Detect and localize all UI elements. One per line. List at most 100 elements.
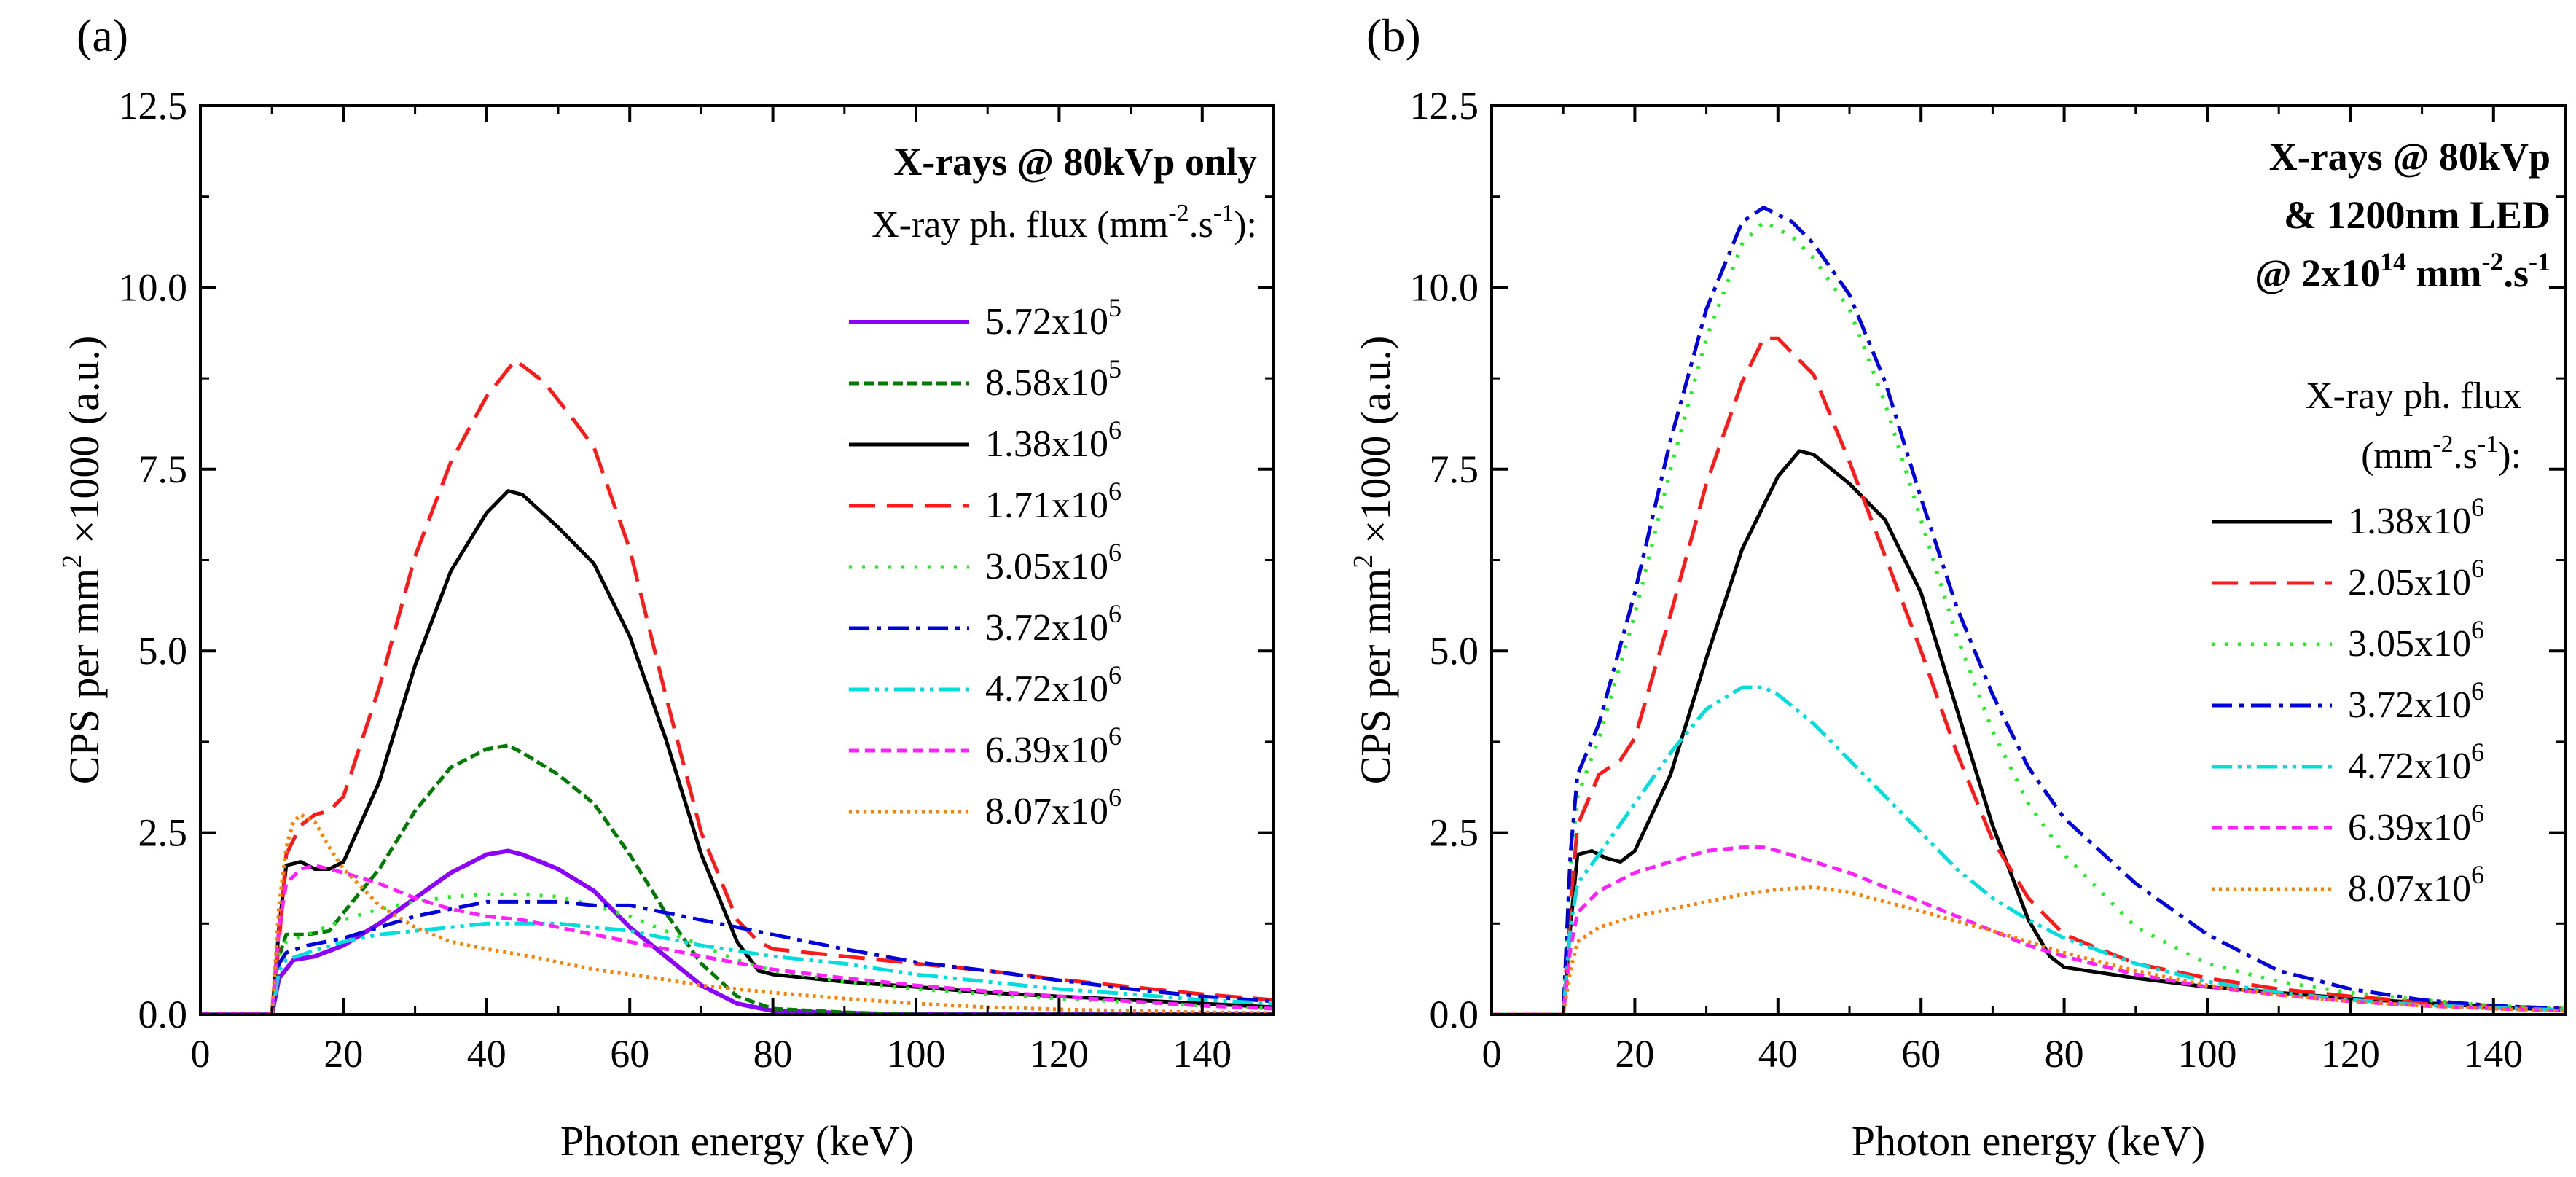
series-line-1 [200, 848, 1274, 1014]
y-tick-label: 2.5 [138, 811, 188, 855]
legend-entry-mantissa: 8.07x10 [985, 791, 1108, 832]
y-axis-label-sup: 2 [1348, 555, 1379, 568]
legend-title-line: @ 2x1014 mm-2.s-1 [2255, 247, 2550, 295]
legend-entry-7: 4.72x106 [985, 660, 1121, 710]
x-tick-label: 100 [887, 1032, 946, 1076]
legend-subtitle-sup: -2 [1168, 200, 1189, 227]
y-axis-label-main: CPS per mm [1352, 568, 1399, 785]
x-tick-label: 40 [467, 1032, 506, 1076]
x-tick-label: 20 [1615, 1032, 1654, 1076]
legend-title-line: X-rays @ 80kVp only [893, 140, 1257, 184]
y-axis-label-tail: ×1000 (a.u.) [60, 336, 108, 555]
legend-subtitle-part: X-ray ph. flux (mm [872, 204, 1168, 246]
y-tick-label: 10.0 [1410, 265, 1479, 309]
legend-entry-6: 6.39x106 [2348, 799, 2484, 848]
y-tick-label: 2.5 [1430, 811, 1479, 855]
legend-entry-mantissa: 1.71x10 [985, 485, 1108, 526]
legend-subtitle-part: .s [1189, 204, 1213, 246]
legend-entry-8: 6.39x106 [985, 722, 1121, 771]
legend-title-sup: 14 [2380, 247, 2406, 276]
series-group [1492, 206, 2565, 1014]
panel-a: (a) 0 20 40 60 80 100 120 140 0.0 2.5 5.0 7.5 10.0 12.… [57, 9, 1275, 1165]
panel-label: (a) [77, 9, 128, 61]
legend-subtitle-sup: -1 [2478, 431, 2498, 458]
legend-entry-3: 1.38x106 [985, 415, 1121, 465]
legend-entry-9: 8.07x106 [985, 783, 1121, 832]
series-line-4 [1492, 206, 2565, 1014]
legend-entry-exponent: 6 [2471, 860, 2484, 889]
y-axis-label: CPS per mm2 ×1000 (a.u.) [57, 336, 108, 785]
legend-entry-mantissa: 5.72x10 [985, 301, 1108, 343]
legend-entry-exponent: 6 [1108, 783, 1121, 812]
x-tick-label: 140 [2464, 1032, 2523, 1076]
legend-entry-exponent: 5 [1108, 293, 1121, 322]
legend-subtitle: X-ray ph. flux (mm-2.s-1): [872, 200, 1257, 246]
legend-subtitle-sup: -1 [1213, 200, 1234, 227]
legend-entry-exponent: 6 [2471, 799, 2484, 828]
legend-entry-exponent: 6 [2471, 615, 2484, 644]
legend-entry-mantissa: 6.39x10 [985, 730, 1108, 771]
legend-entry-mantissa: 6.39x10 [2348, 807, 2471, 848]
legend-entry-exponent: 6 [1108, 722, 1121, 751]
legend-subtitle-part: .s [2454, 435, 2478, 477]
series-line-7 [1492, 885, 2565, 1014]
x-tick-label: 120 [1030, 1032, 1089, 1076]
series-line-5 [1492, 685, 2565, 1014]
legend-entry-exponent: 6 [1108, 538, 1121, 567]
legend-entry-mantissa: 3.72x10 [2348, 684, 2471, 726]
series-line-7 [200, 921, 1274, 1014]
legend-entry-2: 2.05x106 [2348, 554, 2484, 603]
legend-entry-exponent: 6 [2471, 493, 2484, 522]
legend: X-rays @ 80kVp& 1200nm LED@ 2x1014 mm-2.… [2212, 135, 2550, 910]
x-tick-label: 40 [1758, 1032, 1798, 1076]
legend-subtitle-part: (mm [2361, 435, 2432, 477]
legend-title-part: @ 2x10 [2255, 251, 2380, 295]
y-tick-label: 12.5 [1410, 84, 1479, 128]
legend-entry-7: 8.07x106 [2348, 860, 2484, 910]
y-tick-label: 10.0 [119, 265, 188, 309]
legend-title-line: & 1200nm LED [2284, 193, 2550, 237]
series-line-8 [200, 864, 1274, 1014]
y-tick-label: 12.5 [119, 84, 188, 128]
legend-title-sup: -2 [2481, 247, 2503, 276]
legend-entry-mantissa: 8.07x10 [2348, 868, 2471, 910]
series-line-3 [1492, 220, 2565, 1014]
y-axis-label-tail: ×1000 (a.u.) [1352, 336, 1399, 555]
legend-entry-3: 3.05x106 [2348, 615, 2484, 665]
legend-entry-1: 1.38x106 [2348, 493, 2484, 542]
x-tick-label: 0 [1482, 1032, 1502, 1076]
legend-entry-exponent: 6 [2471, 676, 2484, 705]
y-tick-label: 7.5 [138, 447, 188, 491]
legend-entry-4: 3.72x106 [2348, 676, 2484, 726]
x-tick-label: 0 [191, 1032, 211, 1076]
x-tick-label: 20 [324, 1032, 363, 1076]
x-tick-label: 120 [2321, 1032, 2380, 1076]
legend: X-rays @ 80kVp only X-ray ph. flux (mm-2.… [849, 140, 1257, 832]
legend-entry-exponent: 6 [1108, 599, 1121, 628]
legend-entry-mantissa: 2.05x10 [2348, 562, 2471, 603]
legend-subtitle-part: ): [2498, 435, 2521, 477]
x-axis-label: Photon energy (keV) [1852, 1117, 2205, 1165]
legend-entry-exponent: 6 [1108, 660, 1121, 689]
x-tick-label: 80 [2045, 1032, 2084, 1076]
series-line-2 [1492, 336, 2565, 1014]
x-tick-label: 80 [753, 1032, 793, 1076]
legend-title-line: X-rays @ 80kVp [2269, 135, 2550, 179]
legend-entry-exponent: 6 [1108, 477, 1121, 506]
y-tick-label: 5.0 [1430, 629, 1479, 673]
panel-label: (b) [1366, 9, 1421, 61]
x-tick-label: 140 [1172, 1032, 1232, 1076]
legend-title-part: mm [2406, 251, 2481, 295]
legend-entry-exponent: 6 [2471, 738, 2484, 767]
legend-subtitle: X-ray ph. flux [2306, 375, 2521, 417]
legend-subtitle-sup: -2 [2432, 431, 2453, 458]
legend-entry-5: 3.05x106 [985, 538, 1121, 587]
panel-b: (b) 0 20 40 60 80 100 120 140 0.0 2.5 5.0 7.5 10.0 12.… [1348, 9, 2567, 1165]
legend-entry-2: 8.58x105 [985, 354, 1121, 404]
legend-subtitle: (mm-2.s-1): [2361, 431, 2521, 477]
legend-entry-mantissa: 3.05x10 [985, 546, 1108, 587]
y-axis-label-main: CPS per mm [60, 568, 108, 785]
x-tick-label: 60 [610, 1032, 649, 1076]
series-line-6 [1492, 845, 2565, 1014]
